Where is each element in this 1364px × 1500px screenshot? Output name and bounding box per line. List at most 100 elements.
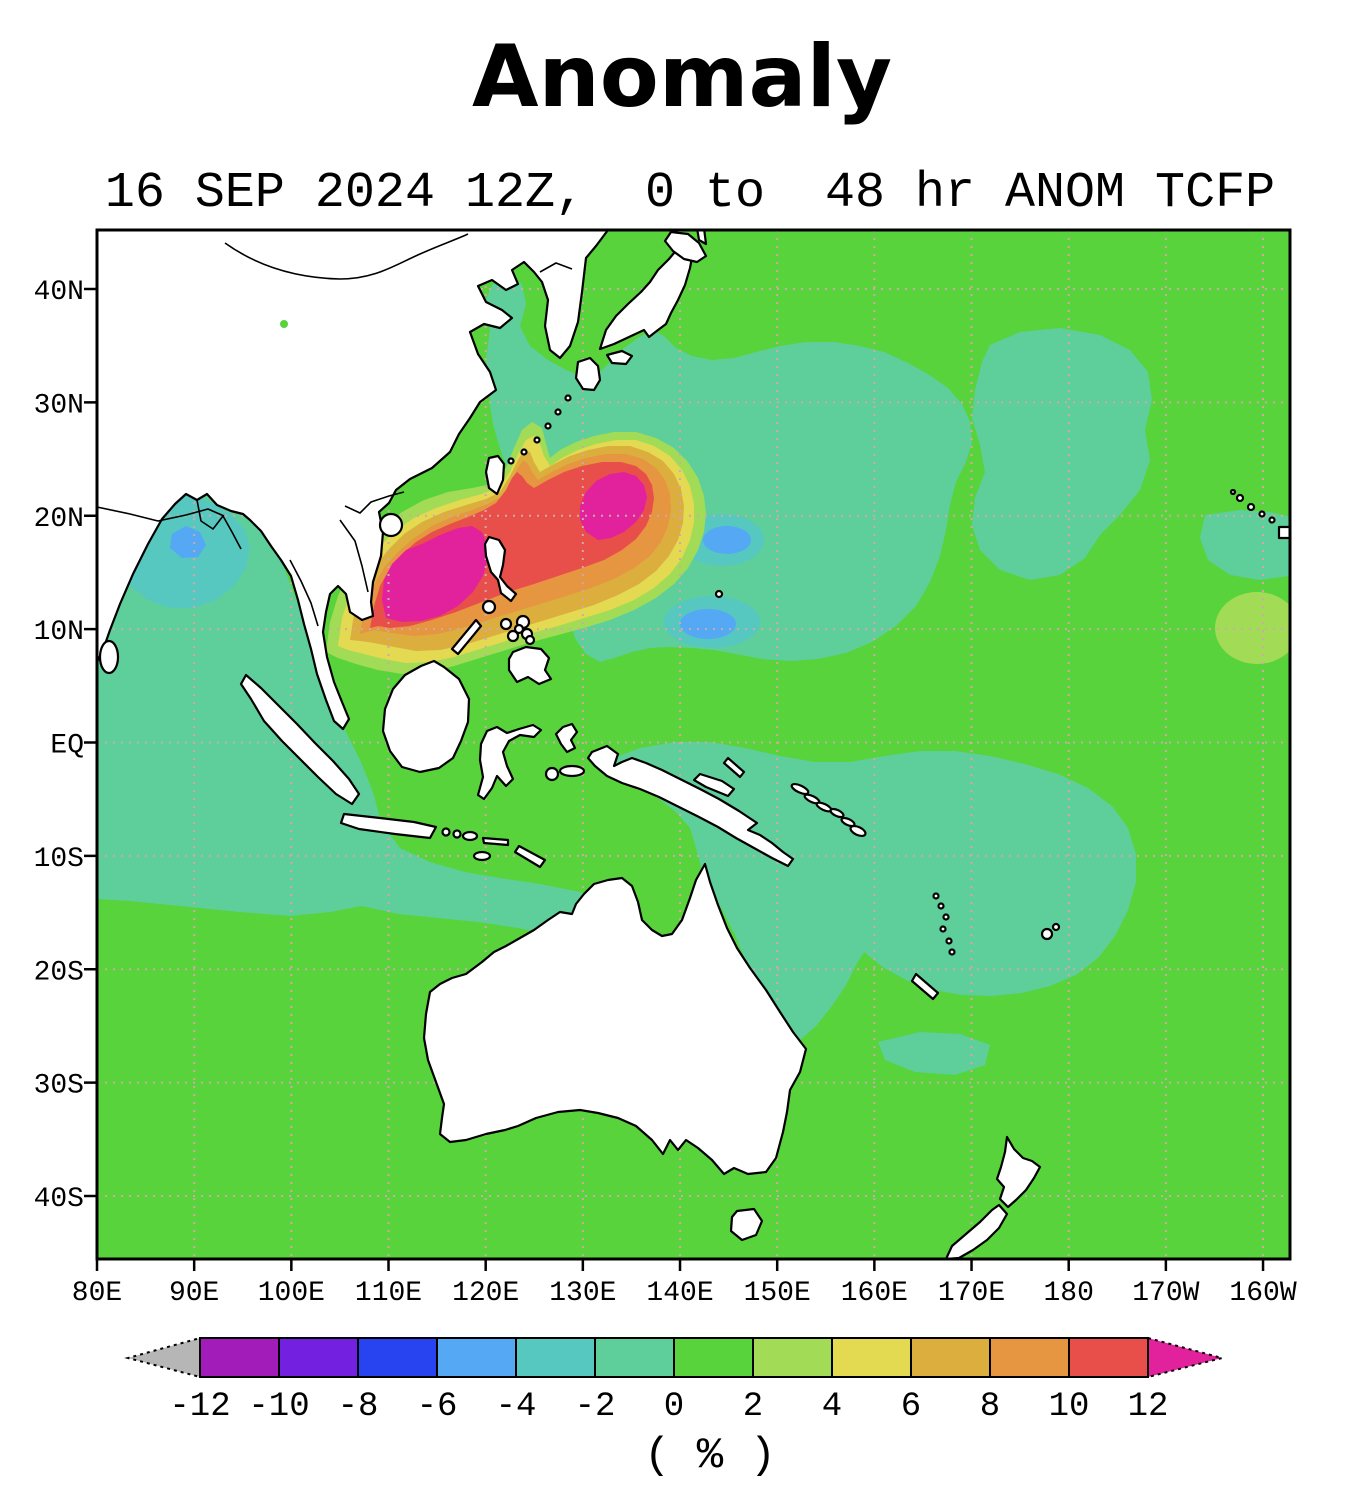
colorbar-tick-label: -4 (496, 1388, 537, 1426)
y-axis-label: 10S (34, 844, 84, 875)
land-shape (339, 812, 438, 840)
anomaly-contour-region (878, 1032, 990, 1075)
land-shape (948, 948, 956, 956)
land-shape (450, 618, 483, 656)
country-border (539, 262, 573, 273)
land-shape (476, 723, 543, 801)
y-axis-label: 20N (34, 504, 84, 535)
land-shape (472, 850, 492, 862)
colorbar-below-arrow (124, 1336, 201, 1379)
colorbar-box (357, 1337, 438, 1378)
country-border (224, 233, 469, 280)
land-shape (937, 902, 945, 910)
x-axis-label: 90E (169, 1278, 219, 1309)
x-axis-label: 160E (841, 1278, 908, 1309)
colorbar-box (752, 1337, 833, 1378)
x-axis-label: 160W (1229, 1278, 1296, 1309)
land-shape (481, 599, 497, 615)
land-shape (481, 836, 510, 847)
land-shape (452, 829, 462, 839)
land-shape (1246, 502, 1256, 512)
land-shape (692, 772, 736, 798)
land-shape (524, 634, 536, 646)
country-border (339, 519, 369, 593)
land-shape (520, 448, 528, 456)
land-shape (722, 756, 746, 779)
page-title: Anomaly (472, 27, 892, 127)
land-shape (942, 913, 950, 921)
land-shape (1051, 922, 1061, 932)
land-shape (499, 617, 513, 631)
land-shape (574, 356, 602, 392)
colorbar-box (199, 1337, 280, 1378)
land-shape (1229, 488, 1237, 496)
land-shape (790, 782, 810, 796)
colorbar: -12 -10 -8 -6 -4 -2 0 2 4 6 8 10 12 ( % ) (124, 1336, 1226, 1481)
colorbar-box (515, 1337, 596, 1378)
country-border (222, 515, 242, 550)
colorbar-units-label: ( % ) (644, 1431, 776, 1481)
land-shape (1268, 516, 1276, 524)
colorbar-tick-label: 10 (1049, 1388, 1090, 1426)
y-axis-label: 30S (34, 1071, 84, 1102)
land-masses (97, 230, 1290, 1259)
land-shape (506, 629, 520, 643)
x-axis-label: 140E (646, 1278, 713, 1309)
colorbar-box (989, 1337, 1070, 1378)
colorbar-tick-label: -2 (575, 1388, 616, 1426)
land-shape (605, 349, 634, 366)
colorbar-tick-label: -12 (169, 1388, 230, 1426)
country-border (196, 499, 224, 530)
x-axis-label: 120E (452, 1278, 519, 1309)
land-shape (910, 972, 940, 1001)
y-axis-label: 40S (34, 1184, 84, 1215)
land-shape (422, 862, 808, 1176)
land-shape (564, 394, 572, 402)
land-shape (484, 454, 506, 496)
land-shape (714, 589, 724, 599)
x-axis-label: 130E (549, 1278, 616, 1309)
x-axis-label: 150E (744, 1278, 811, 1309)
land-shape (513, 623, 525, 635)
colorbar-box (436, 1337, 517, 1378)
anomaly-contour-region (972, 328, 1152, 580)
land-shape (507, 457, 515, 465)
land-shape (945, 937, 953, 945)
anomaly-contour-region (170, 526, 206, 558)
x-axis-label: 110E (355, 1278, 422, 1309)
land-shape (696, 230, 708, 246)
colorbar-tick-label: 6 (901, 1388, 921, 1426)
positive-patch-central-pacific (1215, 592, 1290, 664)
land-shape (378, 512, 404, 538)
land-shape (1235, 493, 1245, 503)
land-shape (586, 744, 795, 868)
land-shape (1040, 927, 1054, 941)
x-axis-label: 170E (938, 1278, 1005, 1309)
land-shape (729, 1207, 764, 1242)
map-frame (95, 228, 1292, 1261)
country-border (97, 506, 225, 522)
land-shape (1258, 510, 1266, 518)
colorbar-tick-label: 8 (980, 1388, 1000, 1426)
land-shape (513, 844, 547, 869)
land-shape (829, 807, 845, 819)
country-border (344, 491, 405, 514)
anomaly-contour-region (680, 609, 736, 639)
axes: 80E 90E 100E 110E 120E 130E 140E 150E 160E 170E 18… (34, 277, 1297, 1309)
colorbar-box (910, 1337, 991, 1378)
x-axis-label: 170W (1132, 1278, 1199, 1309)
colorbar-box (673, 1337, 754, 1378)
y-axis-label: 20S (34, 957, 84, 988)
land-shape (544, 766, 560, 782)
anomaly-contour-region (703, 526, 751, 554)
land-shape (558, 764, 586, 778)
colorbar-tick-label: -8 (338, 1388, 379, 1426)
land-shape (441, 827, 451, 837)
y-axis-label: EQ (50, 731, 84, 762)
land-shape (483, 535, 518, 603)
x-axis-label: 80E (72, 1278, 122, 1309)
colorbar-labels: -12 -10 -8 -6 -4 -2 0 2 4 6 8 10 12 (169, 1388, 1168, 1426)
x-axis-label: 100E (258, 1278, 325, 1309)
